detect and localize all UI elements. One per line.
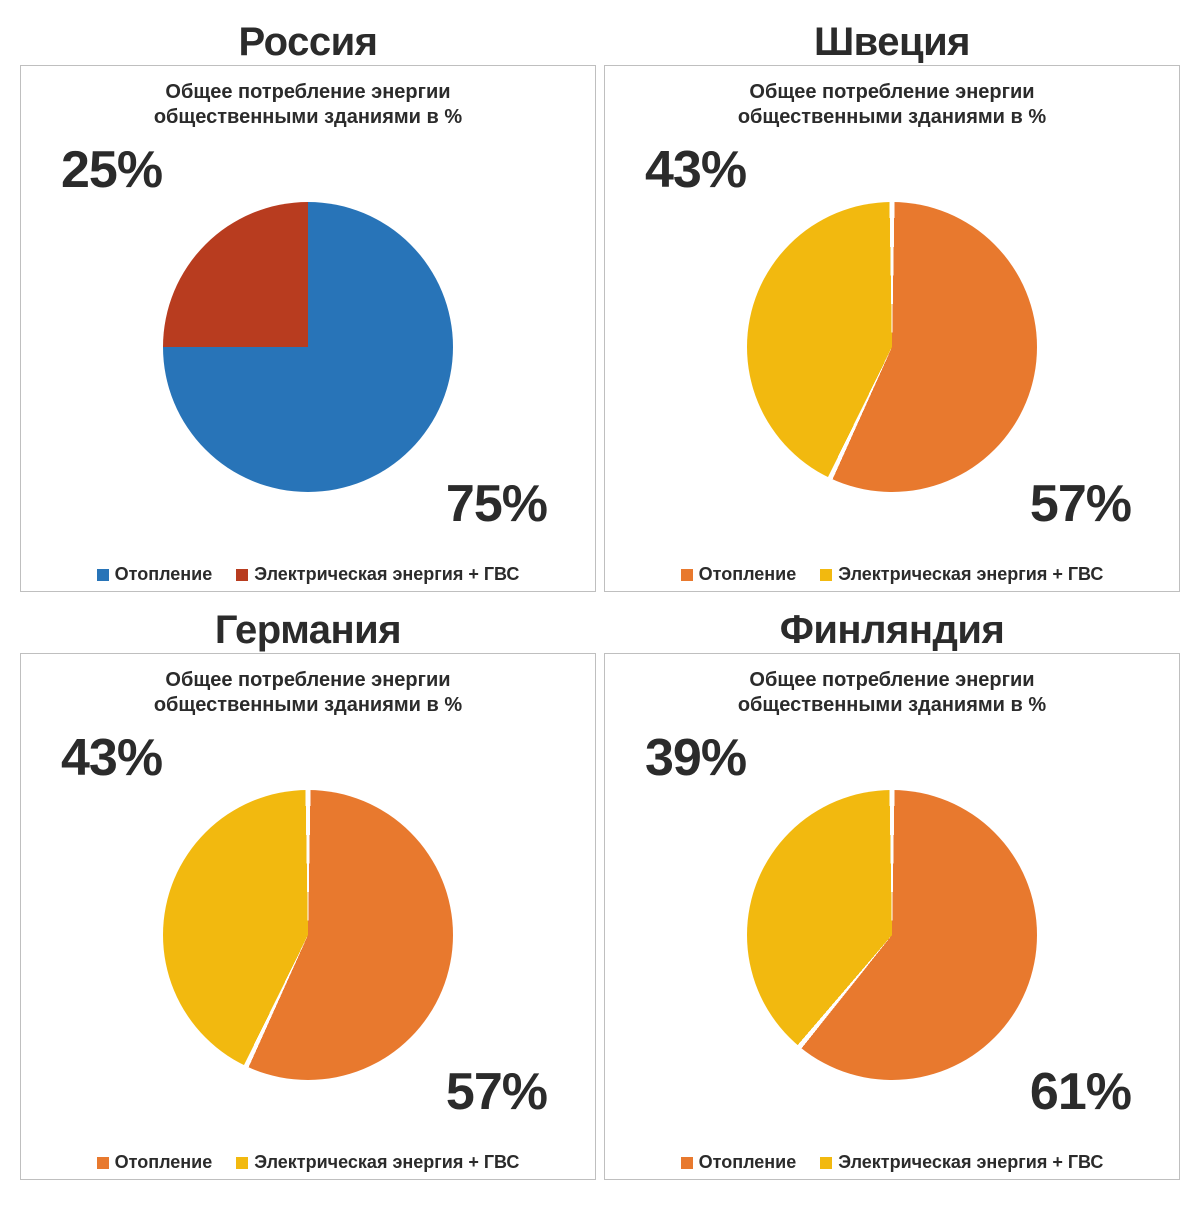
legend-item-elec: Электрическая энергия + ГВС (236, 564, 519, 585)
legend-swatch (97, 569, 109, 581)
legend-item-heating: Отопление (97, 1152, 213, 1173)
pie-wrap: 43% 57% (31, 718, 585, 1152)
legend-item-heating: Отопление (97, 564, 213, 585)
legend-swatch (236, 569, 248, 581)
panel-sweden: Швеция Общее потребление энергии обществ… (604, 20, 1180, 592)
legend-swatch (681, 1157, 693, 1169)
country-title: Россия (238, 20, 377, 65)
legend-label: Отопление (115, 564, 213, 585)
pct-label-primary: 57% (446, 1062, 547, 1122)
chart-subtitle: Общее потребление энергии общественными … (154, 668, 462, 718)
legend-item-elec: Электрическая энергия + ГВС (820, 1152, 1103, 1173)
chart-subtitle: Общее потребление энергии общественными … (738, 668, 1046, 718)
chart-subtitle: Общее потребление энергии общественными … (154, 80, 462, 130)
subtitle-line2: общественными зданиями в % (154, 694, 462, 716)
legend-swatch (97, 1157, 109, 1169)
pct-label-secondary: 39% (645, 728, 746, 788)
legend: Отопление Электрическая энергия + ГВС (31, 1152, 585, 1173)
chart-subtitle: Общее потребление энергии общественными … (738, 80, 1046, 130)
legend-label: Электрическая энергия + ГВС (254, 1152, 519, 1173)
subtitle-line1: Общее потребление энергии (749, 669, 1034, 691)
chart-card: Общее потребление энергии общественными … (604, 65, 1180, 592)
panel-finland: Финляндия Общее потребление энергии обще… (604, 608, 1180, 1180)
pie-chart (163, 202, 453, 492)
pct-label-primary: 61% (1030, 1062, 1131, 1122)
subtitle-line2: общественными зданиями в % (154, 106, 462, 128)
panel-germany: Германия Общее потребление энергии общес… (20, 608, 596, 1180)
pie-chart (747, 790, 1037, 1080)
legend-swatch (820, 569, 832, 581)
pct-label-primary: 57% (1030, 474, 1131, 534)
pie-wrap: 25% 75% (31, 130, 585, 564)
pct-label-secondary: 25% (61, 140, 162, 200)
legend: Отопление Электрическая энергия + ГВС (31, 564, 585, 585)
legend-label: Электрическая энергия + ГВС (838, 564, 1103, 585)
subtitle-line2: общественными зданиями в % (738, 694, 1046, 716)
chart-card: Общее потребление энергии общественными … (604, 653, 1180, 1180)
pie-wrap: 43% 57% (615, 130, 1169, 564)
legend-item-heating: Отопление (681, 564, 797, 585)
pie-chart (163, 790, 453, 1080)
panel-russia: Россия Общее потребление энергии обществ… (20, 20, 596, 592)
subtitle-line1: Общее потребление энергии (165, 669, 450, 691)
country-title: Финляндия (780, 608, 1005, 653)
pie-wrap: 39% 61% (615, 718, 1169, 1152)
country-title: Швеция (814, 20, 970, 65)
chart-card: Общее потребление энергии общественными … (20, 65, 596, 592)
chart-grid: Россия Общее потребление энергии обществ… (20, 20, 1180, 1180)
legend: Отопление Электрическая энергия + ГВС (615, 564, 1169, 585)
legend-label: Отопление (115, 1152, 213, 1173)
legend-label: Отопление (699, 564, 797, 585)
legend-label: Электрическая энергия + ГВС (838, 1152, 1103, 1173)
legend-item-elec: Электрическая энергия + ГВС (236, 1152, 519, 1173)
legend-label: Отопление (699, 1152, 797, 1173)
legend-swatch (820, 1157, 832, 1169)
chart-card: Общее потребление энергии общественными … (20, 653, 596, 1180)
pie-chart (747, 202, 1037, 492)
legend-label: Электрическая энергия + ГВС (254, 564, 519, 585)
pct-label-primary: 75% (446, 474, 547, 534)
country-title: Германия (215, 608, 401, 653)
pct-label-secondary: 43% (645, 140, 746, 200)
legend: Отопление Электрическая энергия + ГВС (615, 1152, 1169, 1173)
subtitle-line2: общественными зданиями в % (738, 106, 1046, 128)
legend-item-heating: Отопление (681, 1152, 797, 1173)
subtitle-line1: Общее потребление энергии (165, 81, 450, 103)
legend-swatch (236, 1157, 248, 1169)
legend-item-elec: Электрическая энергия + ГВС (820, 564, 1103, 585)
pct-label-secondary: 43% (61, 728, 162, 788)
subtitle-line1: Общее потребление энергии (749, 81, 1034, 103)
legend-swatch (681, 569, 693, 581)
